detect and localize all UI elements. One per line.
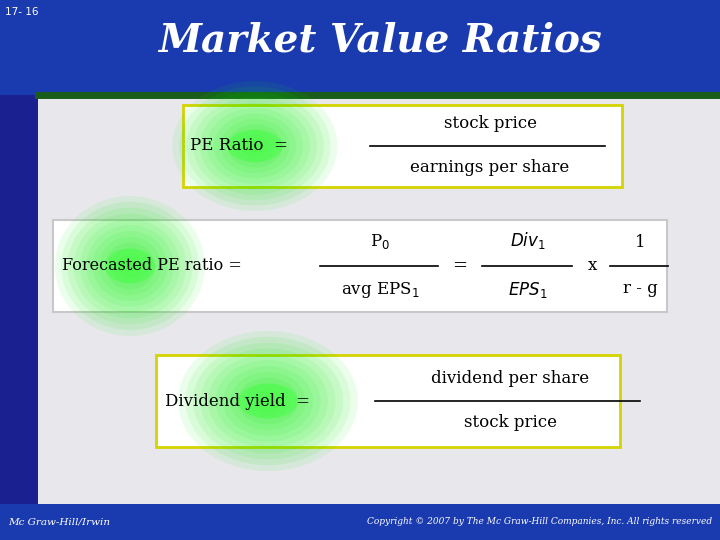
Ellipse shape xyxy=(214,113,296,179)
Text: P$_0$: P$_0$ xyxy=(370,232,390,251)
Text: stock price: stock price xyxy=(444,115,536,132)
FancyBboxPatch shape xyxy=(0,0,720,95)
Ellipse shape xyxy=(68,208,192,325)
Ellipse shape xyxy=(238,383,298,418)
Ellipse shape xyxy=(248,140,262,151)
Ellipse shape xyxy=(173,81,338,211)
Text: x: x xyxy=(588,258,597,274)
Ellipse shape xyxy=(228,124,282,167)
Ellipse shape xyxy=(215,360,320,442)
Ellipse shape xyxy=(92,231,168,301)
Text: $\mathit{EPS}_1$: $\mathit{EPS}_1$ xyxy=(508,280,548,300)
Ellipse shape xyxy=(246,383,290,418)
Ellipse shape xyxy=(124,260,136,272)
FancyBboxPatch shape xyxy=(156,355,620,447)
Ellipse shape xyxy=(105,242,155,289)
Ellipse shape xyxy=(80,219,180,313)
Text: $\mathit{Div}_1$: $\mathit{Div}_1$ xyxy=(510,230,546,251)
Ellipse shape xyxy=(99,237,161,295)
Ellipse shape xyxy=(61,202,199,330)
Ellipse shape xyxy=(105,248,155,284)
FancyBboxPatch shape xyxy=(183,105,622,187)
Ellipse shape xyxy=(178,331,358,471)
Ellipse shape xyxy=(193,97,317,195)
FancyBboxPatch shape xyxy=(0,504,720,540)
Ellipse shape xyxy=(200,103,310,190)
Ellipse shape xyxy=(193,343,343,460)
Text: earnings per share: earnings per share xyxy=(410,159,570,176)
Ellipse shape xyxy=(117,254,143,278)
Text: avg EPS$_1$: avg EPS$_1$ xyxy=(341,280,419,300)
Text: Dividend yield  =: Dividend yield = xyxy=(165,393,310,409)
Text: dividend per share: dividend per share xyxy=(431,370,589,387)
Ellipse shape xyxy=(55,196,205,336)
Text: Copyright © 2007 by The Mc Graw-Hill Companies, Inc. All rights reserved: Copyright © 2007 by The Mc Graw-Hill Com… xyxy=(367,517,712,526)
FancyBboxPatch shape xyxy=(53,220,667,312)
FancyBboxPatch shape xyxy=(0,0,38,540)
Text: Forecasted PE ratio =: Forecasted PE ratio = xyxy=(62,258,242,274)
Ellipse shape xyxy=(73,213,186,319)
Ellipse shape xyxy=(112,248,149,284)
Ellipse shape xyxy=(179,86,330,206)
Ellipse shape xyxy=(261,395,276,407)
Text: Mc Graw-Hill/Irwin: Mc Graw-Hill/Irwin xyxy=(8,517,110,526)
Text: stock price: stock price xyxy=(464,414,557,431)
Ellipse shape xyxy=(238,377,298,424)
Ellipse shape xyxy=(186,92,324,200)
Text: 1: 1 xyxy=(635,234,645,251)
Ellipse shape xyxy=(228,130,282,162)
Text: PE Ratio  =: PE Ratio = xyxy=(190,138,288,154)
Text: Market Value Ratios: Market Value Ratios xyxy=(158,21,602,59)
Ellipse shape xyxy=(253,389,283,413)
Text: 17- 16: 17- 16 xyxy=(5,7,38,17)
Ellipse shape xyxy=(223,366,313,436)
Ellipse shape xyxy=(200,348,336,454)
Ellipse shape xyxy=(241,135,269,157)
Ellipse shape xyxy=(186,337,351,465)
Ellipse shape xyxy=(235,130,276,162)
Ellipse shape xyxy=(220,119,289,173)
Ellipse shape xyxy=(207,108,303,184)
Text: =: = xyxy=(452,257,467,275)
Ellipse shape xyxy=(208,354,328,448)
Ellipse shape xyxy=(230,372,305,430)
Text: r - g: r - g xyxy=(623,280,657,297)
Ellipse shape xyxy=(86,225,174,307)
